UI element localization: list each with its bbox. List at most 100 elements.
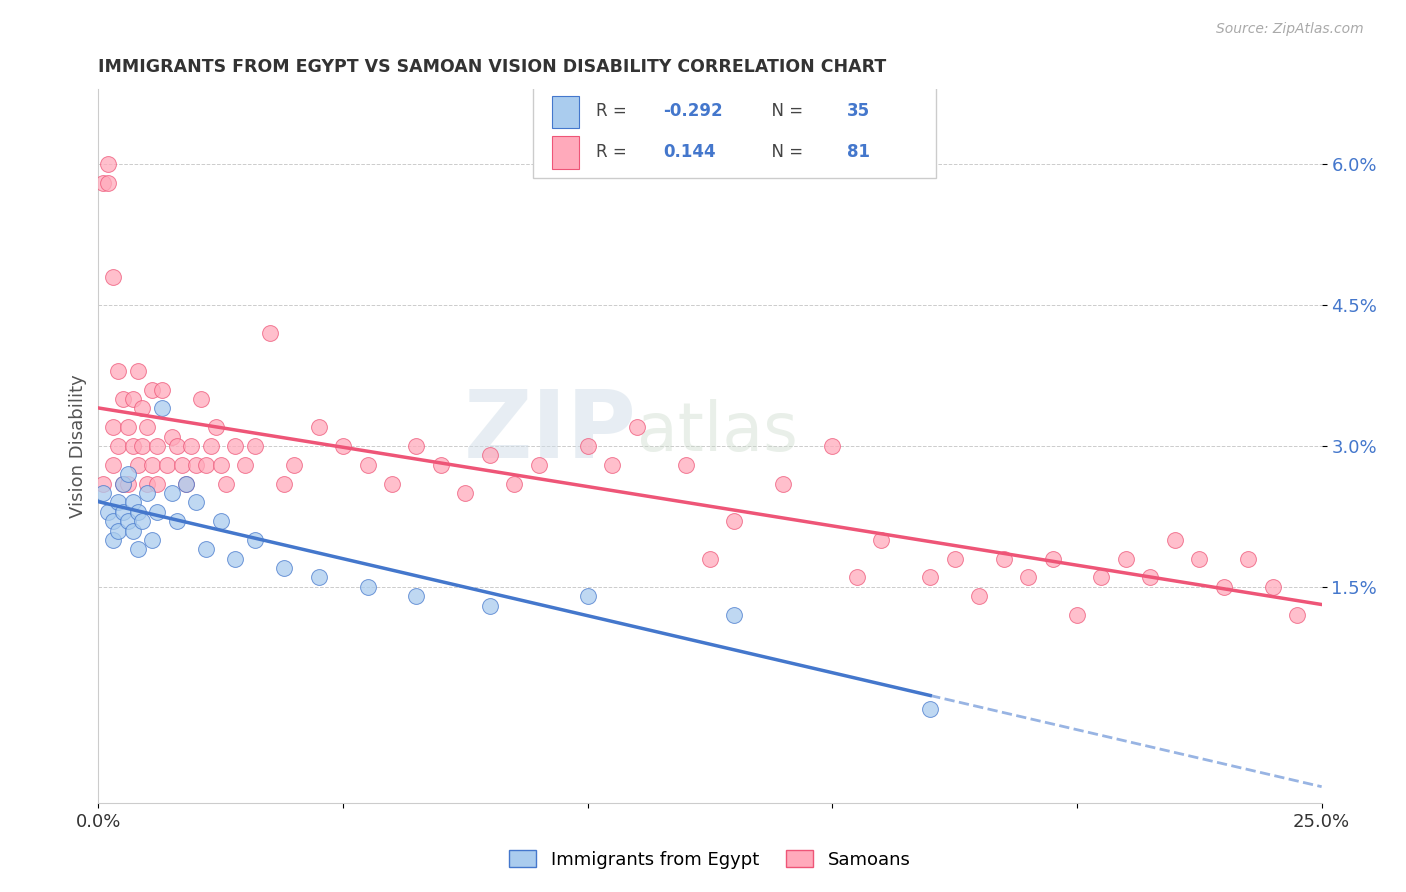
Point	[308, 570, 330, 584]
Point	[141, 458, 163, 472]
Point	[107, 439, 129, 453]
Point	[381, 476, 404, 491]
Point	[117, 514, 139, 528]
Point	[967, 589, 990, 603]
Point	[107, 364, 129, 378]
Point	[127, 364, 149, 378]
Point	[576, 589, 599, 603]
FancyBboxPatch shape	[553, 96, 579, 128]
Point	[91, 476, 114, 491]
Point	[478, 449, 501, 463]
Point	[150, 401, 173, 416]
Point	[527, 458, 550, 472]
Point	[214, 476, 236, 491]
Point	[243, 533, 266, 547]
Point	[1261, 580, 1284, 594]
Text: Source: ZipAtlas.com: Source: ZipAtlas.com	[1216, 22, 1364, 37]
Point	[101, 533, 124, 547]
Text: ZIP: ZIP	[464, 385, 637, 478]
Point	[107, 495, 129, 509]
FancyBboxPatch shape	[533, 86, 936, 178]
Point	[845, 570, 868, 584]
Point	[576, 439, 599, 453]
Point	[1066, 607, 1088, 622]
Point	[150, 383, 173, 397]
Point	[405, 589, 427, 603]
Point	[626, 420, 648, 434]
Point	[117, 467, 139, 482]
Point	[156, 458, 179, 472]
Point	[478, 599, 501, 613]
Point	[1017, 570, 1039, 584]
Point	[146, 439, 169, 453]
Point	[97, 176, 120, 190]
Text: 35: 35	[846, 103, 870, 120]
Point	[273, 561, 295, 575]
Point	[243, 439, 266, 453]
Point	[127, 458, 149, 472]
Point	[141, 533, 163, 547]
Point	[141, 383, 163, 397]
Point	[943, 551, 966, 566]
Point	[200, 439, 222, 453]
FancyBboxPatch shape	[553, 136, 579, 169]
Point	[131, 401, 153, 416]
Point	[308, 420, 330, 434]
Point	[101, 270, 124, 285]
Point	[993, 551, 1015, 566]
Point	[273, 476, 295, 491]
Point	[136, 476, 159, 491]
Y-axis label: Vision Disability: Vision Disability	[69, 374, 87, 518]
Point	[136, 420, 159, 434]
Point	[233, 458, 256, 472]
Point	[146, 476, 169, 491]
Point	[111, 476, 134, 491]
Point	[117, 476, 139, 491]
Point	[503, 476, 526, 491]
Point	[259, 326, 281, 341]
Point	[176, 476, 198, 491]
Point	[1237, 551, 1260, 566]
Point	[195, 542, 218, 557]
Point	[1286, 607, 1309, 622]
Text: IMMIGRANTS FROM EGYPT VS SAMOAN VISION DISABILITY CORRELATION CHART: IMMIGRANTS FROM EGYPT VS SAMOAN VISION D…	[98, 58, 887, 76]
Point	[920, 702, 942, 716]
Point	[111, 505, 134, 519]
Text: N =: N =	[762, 103, 808, 120]
Point	[166, 514, 188, 528]
Text: N =: N =	[762, 143, 808, 161]
Text: R =: R =	[596, 103, 633, 120]
Point	[190, 392, 212, 406]
Text: 0.144: 0.144	[664, 143, 716, 161]
Point	[117, 420, 139, 434]
Point	[454, 486, 477, 500]
Point	[1115, 551, 1137, 566]
Point	[121, 439, 143, 453]
Point	[723, 514, 745, 528]
Point	[332, 439, 354, 453]
Point	[195, 458, 218, 472]
Point	[821, 439, 844, 453]
Point	[131, 514, 153, 528]
Point	[870, 533, 893, 547]
Point	[136, 486, 159, 500]
Point	[97, 505, 120, 519]
Point	[1139, 570, 1161, 584]
Point	[224, 551, 246, 566]
Text: 81: 81	[846, 143, 870, 161]
Legend: Immigrants from Egypt, Samoans: Immigrants from Egypt, Samoans	[502, 843, 918, 876]
Point	[107, 524, 129, 538]
Point	[1042, 551, 1064, 566]
Point	[101, 420, 124, 434]
Point	[772, 476, 794, 491]
Point	[131, 439, 153, 453]
Point	[1090, 570, 1112, 584]
Point	[121, 495, 143, 509]
Point	[1164, 533, 1187, 547]
Point	[160, 486, 183, 500]
Point	[405, 439, 427, 453]
Text: R =: R =	[596, 143, 633, 161]
Point	[97, 157, 120, 171]
Point	[101, 458, 124, 472]
Point	[356, 458, 378, 472]
